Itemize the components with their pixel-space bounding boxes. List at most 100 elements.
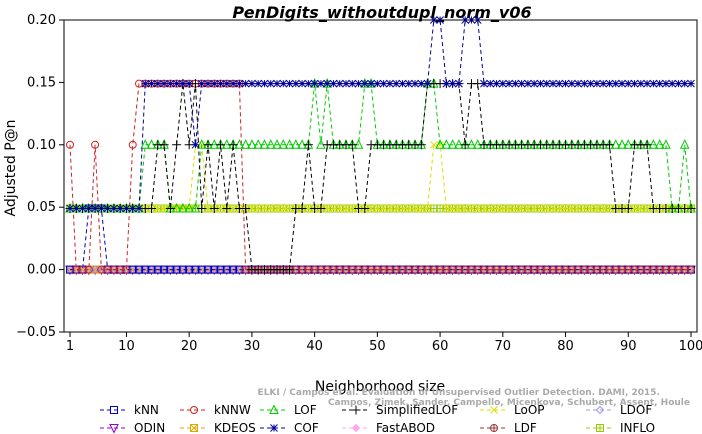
point-simplifiedlof-64 [460, 140, 470, 150]
point-knnw-73 [517, 265, 526, 274]
point-knnw-75 [530, 265, 539, 274]
legend-marker-ldf [490, 424, 499, 432]
point-loop-77 [542, 204, 551, 213]
point-cof-53 [392, 79, 401, 88]
plot-frame [63, 19, 698, 333]
point-knnw-43 [329, 265, 338, 274]
point-loop-78 [549, 204, 557, 213]
point-simplifiedlof-27 [228, 140, 238, 150]
point-cof-26 [222, 79, 231, 88]
point-cof-4 [84, 204, 93, 213]
point-simplifiedlof-39 [303, 140, 313, 150]
point-lof-60 [435, 139, 445, 149]
point-cof-49 [367, 79, 375, 88]
point-knnw-6 [97, 265, 106, 274]
point-loop-75 [530, 204, 539, 213]
watermark-line-2: Campos, Zimek, Sander, Campello, Micenko… [328, 398, 690, 408]
point-lof-62 [447, 139, 458, 149]
x-tick-label-10: 10 [118, 339, 135, 354]
point-cof-17 [166, 79, 175, 88]
point-knnw-42 [323, 265, 332, 274]
point-cof-42 [323, 79, 332, 88]
point-cof-97 [668, 79, 677, 88]
point-simplifiedlof-29 [241, 203, 251, 213]
point-knnw-87 [605, 265, 614, 274]
point-cof-32 [260, 79, 269, 88]
x-tick-label-80: 80 [557, 339, 574, 354]
point-cof-11 [128, 204, 137, 213]
legend-label-lof: LOF [294, 403, 317, 417]
point-knn-14 [147, 265, 156, 274]
axes: 1 10 20 30 40 50 60 70 80 90 100 −0.05 0.00 0.05 0.10 0… [16, 13, 702, 354]
point-knnw-93 [643, 265, 652, 274]
point-loop-58 [423, 204, 432, 213]
legend-label-loop: LoOP [514, 403, 545, 417]
point-knnw-80 [561, 265, 570, 274]
point-cof-51 [379, 79, 388, 88]
point-knnw-50 [373, 265, 382, 274]
legend-label-fastabod: FastABOD [376, 421, 435, 434]
point-knnw-57 [417, 265, 426, 274]
point-cof-81 [567, 79, 576, 88]
point-cof-43 [329, 79, 338, 88]
point-loop-69 [492, 204, 501, 213]
point-loop-54 [398, 204, 407, 213]
point-simplifiedlof-24 [209, 203, 219, 213]
point-simplifiedlof-38 [297, 203, 307, 213]
point-cof-6 [97, 204, 106, 213]
point-knnw-100 [687, 265, 695, 274]
legend-item-inflo: INFLO [586, 421, 655, 434]
point-cof-37 [291, 79, 300, 88]
point-cof-68 [486, 79, 495, 88]
legend-label-inflo: INFLO [620, 421, 655, 434]
point-knnw-48 [360, 265, 369, 274]
point-loop-66 [473, 204, 482, 213]
point-loop-35 [279, 204, 288, 213]
x-axis-label: Neighborhood size [315, 379, 445, 395]
point-knnw-82 [574, 265, 583, 274]
point-knnw-40 [310, 265, 319, 274]
point-lof-99 [679, 139, 690, 149]
point-cof-25 [216, 79, 225, 88]
point-cof-45 [342, 79, 350, 88]
point-simplifiedlof-23 [203, 140, 213, 150]
point-loop-34 [273, 204, 281, 213]
point-loop-71 [505, 204, 513, 213]
point-cof-70 [498, 79, 507, 88]
point-cof-91 [630, 79, 639, 88]
point-knnw-98 [674, 265, 683, 274]
legend-marker-lof [269, 404, 279, 414]
point-cof-48 [360, 79, 369, 88]
point-knnw-7 [103, 265, 112, 274]
point-cof-50 [373, 79, 382, 88]
legend-label-simplifiedlof: SimplifiedLOF [376, 403, 458, 417]
point-loop-44 [335, 204, 344, 213]
point-cof-86 [599, 79, 608, 88]
point-loop-15 [153, 204, 162, 213]
point-knnw-67 [480, 265, 488, 274]
point-lof-13 [140, 139, 151, 149]
legend-item-odin: ODIN [100, 421, 165, 434]
point-cof-94 [649, 79, 658, 88]
legend-label-ldof: LDOF [620, 403, 652, 417]
point-loop-91 [630, 204, 639, 213]
x-tick-label-90: 90 [620, 339, 637, 354]
point-cof-80 [561, 79, 570, 88]
point-cof-88 [611, 79, 620, 88]
point-cof-27 [229, 79, 237, 88]
series-line-simplifiedlof [70, 83, 691, 271]
legend: kNN kNNW LOF SimplifiedLOF LoOP LDOF ODIN KDEOS… [100, 403, 655, 434]
point-knnw-38 [298, 265, 307, 274]
legend-label-cof: COF [294, 421, 319, 434]
legend-marker-cof [270, 424, 278, 432]
point-knnw-59 [429, 265, 438, 274]
point-knnw-69 [492, 265, 501, 274]
point-knnw-46 [348, 265, 357, 274]
point-lof-37 [291, 139, 301, 149]
point-knnw-84 [586, 265, 595, 274]
point-knnw-58 [423, 265, 432, 274]
point-knnw-39 [304, 265, 313, 274]
point-knnw-62 [448, 265, 457, 274]
legend-item-cof: COF [260, 421, 319, 434]
